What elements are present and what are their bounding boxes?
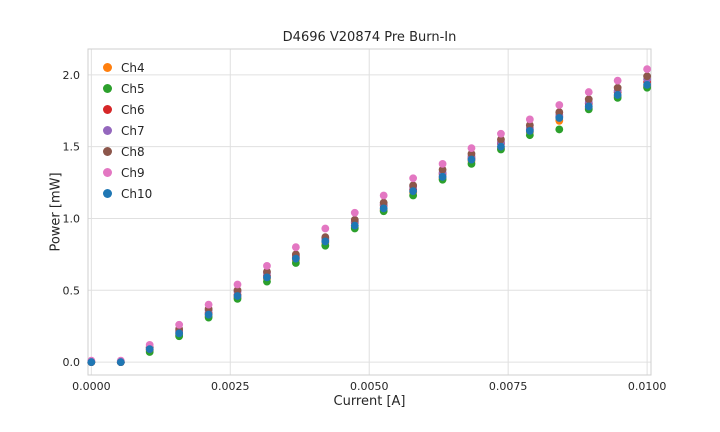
data-point-Ch9 xyxy=(233,280,242,289)
legend-marker-icon xyxy=(103,63,112,72)
legend-label: Ch5 xyxy=(121,81,145,96)
x-tick-label: 0.0075 xyxy=(489,380,528,393)
data-point-Ch8 xyxy=(497,135,505,144)
data-point-Ch8 xyxy=(467,149,476,158)
data-point-Ch10 xyxy=(350,221,359,230)
axes-spine xyxy=(87,48,652,376)
data-point-Ch5 xyxy=(555,125,564,134)
x-tick-label: 0.0100 xyxy=(628,380,667,393)
data-point-Ch9 xyxy=(321,224,330,233)
x-tick-label: 0.0025 xyxy=(211,380,250,393)
data-point-Ch9 xyxy=(497,129,505,138)
data-point-Ch9 xyxy=(643,65,652,74)
data-point-Ch9 xyxy=(555,101,564,109)
legend-label: Ch4 xyxy=(121,60,145,75)
data-point-Ch8 xyxy=(263,267,271,276)
legend: Ch4 Ch5 Ch6 Ch7 Ch8 Ch9 Ch10 xyxy=(103,57,152,204)
data-point-Ch10 xyxy=(584,102,593,111)
data-point-Ch10 xyxy=(204,310,213,319)
data-point-Ch8 xyxy=(613,83,622,92)
y-tick-label: 2.0 xyxy=(63,69,81,82)
legend-item-Ch4: Ch4 xyxy=(103,57,152,78)
legend-marker-icon xyxy=(103,84,112,93)
data-point-Ch10 xyxy=(643,81,652,89)
legend-label: Ch6 xyxy=(121,102,145,117)
legend-label: Ch10 xyxy=(121,186,153,201)
legend-label: Ch9 xyxy=(121,165,145,180)
data-point-Ch8 xyxy=(584,95,593,104)
data-point-Ch8 xyxy=(643,72,652,81)
data-point-Ch10 xyxy=(497,142,505,151)
data-point-Ch8 xyxy=(233,286,242,295)
legend-item-Ch7: Ch7 xyxy=(103,120,152,141)
legend-item-Ch9: Ch9 xyxy=(103,162,152,183)
data-point-Ch10 xyxy=(233,292,242,300)
data-point-Ch8 xyxy=(379,198,388,207)
data-point-Ch10 xyxy=(87,358,96,366)
data-point-Ch10 xyxy=(175,329,184,338)
data-point-Ch10 xyxy=(438,172,447,181)
chart-title: D4696 V20874 Pre Burn-In xyxy=(282,30,457,45)
legend-label: Ch8 xyxy=(121,144,145,159)
legend-item-Ch8: Ch8 xyxy=(103,141,152,162)
legend-marker-icon xyxy=(103,147,112,156)
data-point-Ch8 xyxy=(555,108,564,117)
data-point-Ch9 xyxy=(291,243,300,252)
data-point-Ch10 xyxy=(116,358,125,366)
data-point-Ch9 xyxy=(438,159,447,168)
data-point-Ch10 xyxy=(379,204,388,213)
data-point-Ch10 xyxy=(525,126,534,135)
x-tick-label: 0.0050 xyxy=(350,380,389,393)
legend-marker-icon xyxy=(103,189,112,198)
data-point-Ch8 xyxy=(409,181,418,190)
data-point-Ch9 xyxy=(204,300,213,309)
data-point-Ch9 xyxy=(379,191,388,200)
legend-item-Ch6: Ch6 xyxy=(103,99,152,120)
data-point-Ch8 xyxy=(525,121,534,130)
data-point-Ch10 xyxy=(555,114,564,122)
data-point-Ch10 xyxy=(613,91,622,99)
data-point-Ch8 xyxy=(438,165,447,174)
data-point-Ch9 xyxy=(409,174,418,183)
legend-item-Ch10: Ch10 xyxy=(103,183,152,204)
y-tick-label: 1.0 xyxy=(63,212,81,225)
data-point-Ch9 xyxy=(525,115,534,124)
data-point-Ch10 xyxy=(291,254,300,263)
data-point-Ch10 xyxy=(467,155,476,164)
y-tick-label: 0.0 xyxy=(63,356,81,369)
data-point-Ch8 xyxy=(350,215,359,224)
data-point-Ch9 xyxy=(467,144,476,152)
y-tick-label: 1.5 xyxy=(63,141,81,154)
data-point-Ch9 xyxy=(613,76,622,85)
data-point-Ch10 xyxy=(263,273,271,282)
y-tick-label: 0.5 xyxy=(63,284,81,297)
data-point-Ch9 xyxy=(263,261,271,270)
data-point-Ch10 xyxy=(321,237,330,246)
x-tick-label: 0.0000 xyxy=(72,380,111,393)
legend-marker-icon xyxy=(103,168,112,177)
data-point-Ch9 xyxy=(350,208,359,217)
legend-marker-icon xyxy=(103,105,112,114)
legend-item-Ch5: Ch5 xyxy=(103,78,152,99)
data-point-Ch9 xyxy=(175,320,184,329)
x-axis-label: Current [A] xyxy=(333,394,406,409)
data-point-Ch10 xyxy=(145,345,154,354)
y-axis-label: Power [mW] xyxy=(48,172,64,252)
legend-label: Ch7 xyxy=(121,123,145,138)
legend-marker-icon xyxy=(103,126,112,135)
data-point-Ch10 xyxy=(409,187,418,196)
data-point-Ch9 xyxy=(584,88,593,96)
